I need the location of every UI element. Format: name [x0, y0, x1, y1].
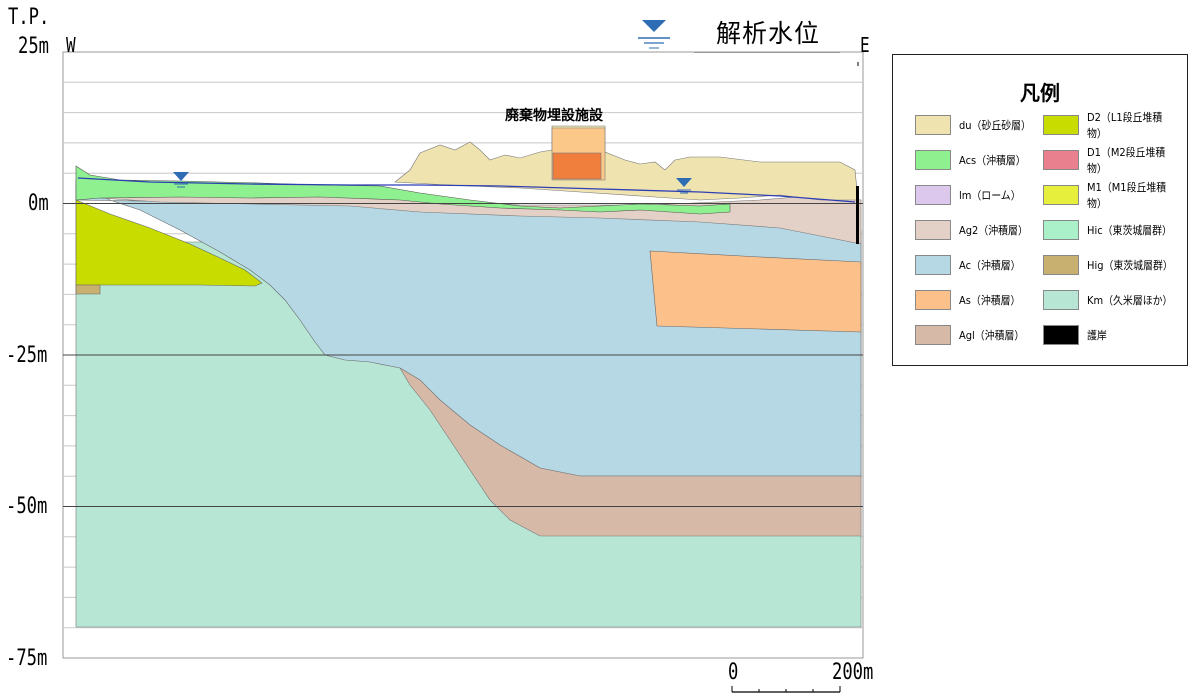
legend-item-label: 護岸: [1087, 329, 1107, 342]
legend-title: 凡例: [1020, 81, 1060, 105]
facility-waste-zone: [552, 152, 602, 180]
legend-swatch: [1043, 290, 1079, 310]
legend-item-label: lm（ローム）: [959, 189, 1021, 202]
legend-item: Agl（沖積層）: [915, 325, 1032, 345]
legend-item-label: Agl（沖積層）: [959, 329, 1025, 342]
legend-swatch: [1043, 185, 1079, 205]
layer-hig: [75, 284, 101, 295]
scale-bar-start-label: 0: [728, 660, 739, 685]
east-label: E: [860, 33, 870, 57]
legend-swatch: [915, 255, 951, 275]
legend-item: D1（M2段丘堆積物）: [1043, 146, 1187, 175]
legend-item-label: Acs（沖積層）: [959, 154, 1026, 167]
legend-swatch: [1043, 150, 1079, 170]
analysis-water-level-line: [77, 177, 856, 203]
layer-agl: [399, 367, 862, 537]
legend-item-label: Ag2（沖積層）: [959, 224, 1028, 237]
legend-swatch: [915, 325, 951, 345]
water-level-legend-label: 解析水位: [716, 19, 821, 48]
legend-swatch: [915, 150, 951, 170]
legend-item-label: Hic（東茨城層群）: [1087, 224, 1172, 237]
legend-item-label: D2（L1段丘堆積物）: [1087, 111, 1163, 140]
legend-item: Ac（沖積層）: [915, 255, 1027, 275]
legend-item: D2（L1段丘堆積物）: [1043, 111, 1187, 140]
layer-d2: [75, 199, 263, 287]
tick-label-minus75m: -75m: [6, 646, 48, 671]
legend-swatch: [915, 185, 951, 205]
scale-bar-end-label: 200m: [832, 660, 874, 685]
legend-item-label: Ac（沖積層）: [959, 259, 1021, 272]
layer-as: [649, 250, 862, 333]
legend-item-label: Hig（東茨城層群）: [1087, 259, 1173, 272]
legend-item-label: Km（久米層ほか）: [1087, 294, 1173, 307]
west-label: W: [66, 33, 76, 57]
legend-item-label: As（沖積層）: [959, 294, 1021, 307]
legend-swatch: [915, 220, 951, 240]
facility-label: 廃棄物埋設施設: [505, 108, 603, 124]
legend-item: Hic（東茨城層群）: [1043, 220, 1181, 240]
legend-swatch: [1043, 220, 1079, 240]
legend-swatch: [1043, 115, 1079, 135]
legend-item-label: D1（M2段丘堆積物）: [1087, 146, 1166, 175]
tick-label-25m: 25m: [18, 34, 50, 59]
water-level-marker-west: [173, 172, 189, 188]
legend-item: du（砂丘砂層）: [915, 115, 1039, 135]
legend-swatch: [915, 115, 951, 135]
legend-item: Ag2（沖積層）: [915, 220, 1036, 240]
legend-swatch: [1043, 255, 1079, 275]
water-level-marker-east: [676, 178, 692, 194]
tp-axis-label: T.P.: [8, 5, 50, 30]
legend-item: 護岸: [1043, 325, 1109, 345]
scale-bar-graphic: [731, 686, 841, 693]
legend-item: Acs（沖積層）: [915, 150, 1033, 170]
legend-box: 凡例 du（砂丘砂層） D2（L1段丘堆積物） Acs（沖積層） D1（M2段丘堆積物…: [892, 54, 1188, 366]
legend-item-label: M1（M1段丘堆積物）: [1087, 181, 1167, 210]
legend-swatch: [915, 290, 951, 310]
tick-label-minus25m: -25m: [6, 343, 48, 368]
water-level-legend: 解析水位: [632, 14, 842, 54]
legend-swatch: [1043, 325, 1079, 345]
tick-label-minus50m: -50m: [6, 494, 48, 519]
legend-item: lm（ローム）: [915, 185, 1027, 205]
water-level-legend-underline: [694, 52, 840, 53]
tick-label-0m: 0m: [28, 191, 49, 216]
legend-item-label: du（砂丘砂層）: [959, 119, 1031, 132]
legend-item: Hig（東茨城層群）: [1043, 255, 1182, 275]
legend-item: M1（M1段丘堆積物）: [1043, 181, 1187, 210]
legend-item: Km（久米層ほか）: [1043, 290, 1182, 310]
scale-bar: 0 200m: [722, 660, 882, 696]
revetment: [856, 186, 859, 244]
layer-du: [394, 125, 859, 201]
legend-item: As（沖積層）: [915, 290, 1027, 310]
water-level-icon: [638, 20, 670, 49]
